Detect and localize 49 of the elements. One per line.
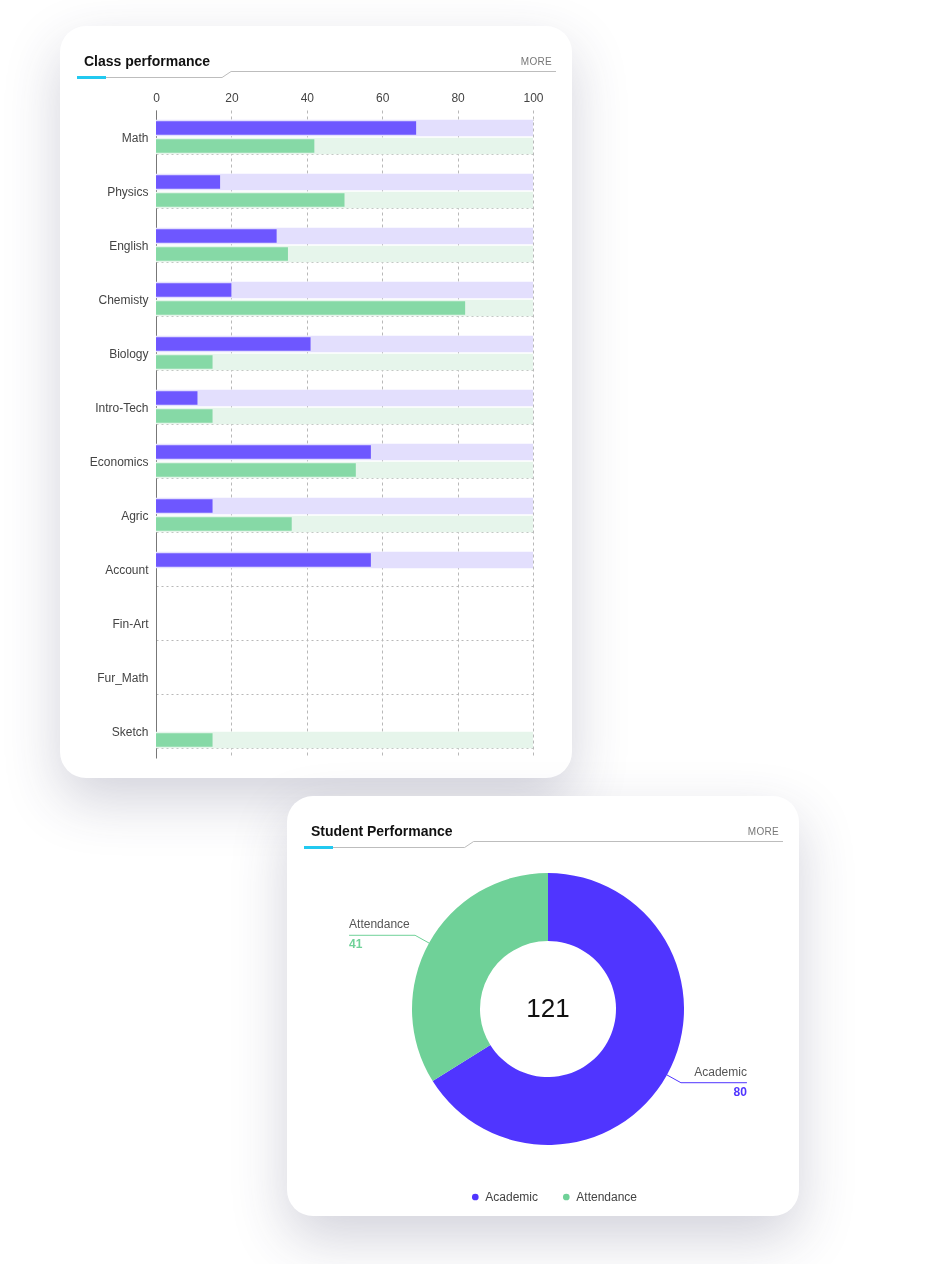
bar xyxy=(156,283,232,297)
x-tick-label: 0 xyxy=(153,90,161,105)
bar xyxy=(156,301,466,315)
data-label: 41 xyxy=(349,937,363,952)
y-tick-label: Intro-Tech xyxy=(95,400,149,415)
y-tick-label: Biology xyxy=(109,346,149,361)
bar xyxy=(156,139,315,153)
text: 121 xyxy=(526,993,570,1023)
text: MORE xyxy=(747,826,779,838)
y-tick-label: Chemisty xyxy=(98,292,149,307)
y-tick-label: Math xyxy=(121,130,149,145)
x-tick-label: 80 xyxy=(451,90,466,105)
x-tick-label: 100 xyxy=(523,90,544,105)
text: MORE xyxy=(520,56,552,68)
bar xyxy=(156,445,371,459)
bar xyxy=(156,389,533,407)
data-label: 80 xyxy=(733,1084,748,1099)
slice-label: Academic xyxy=(694,1064,747,1079)
bar xyxy=(156,355,213,369)
y-tick-label: Sketch xyxy=(111,724,149,739)
bar xyxy=(156,499,213,513)
legend-label: Academic xyxy=(485,1190,538,1204)
chart-title: Class performance xyxy=(84,53,211,70)
y-tick-label: Fin-Art xyxy=(112,616,150,631)
y-tick-label: Fur_Math xyxy=(97,670,149,685)
legend-label: Attendance xyxy=(576,1190,638,1204)
bar xyxy=(156,553,371,567)
bar xyxy=(156,337,311,351)
slice-label: Attendance xyxy=(349,917,411,932)
bar xyxy=(156,193,345,207)
bar xyxy=(156,121,417,135)
x-tick-label: 60 xyxy=(376,90,390,105)
y-tick-label: Physics xyxy=(107,184,149,199)
bar xyxy=(156,175,221,189)
y-tick-label: English xyxy=(109,238,149,253)
bar xyxy=(156,463,356,477)
bar xyxy=(156,247,288,261)
bar xyxy=(156,733,213,747)
x-tick-label: 20 xyxy=(225,90,239,105)
x-tick-label: 40 xyxy=(300,90,315,105)
bar xyxy=(156,229,277,243)
bar xyxy=(156,517,292,531)
y-tick-label: Agric xyxy=(121,508,149,523)
donut-slice xyxy=(432,873,684,1145)
y-tick-label: Economics xyxy=(89,454,149,469)
y-tick-label: Account xyxy=(105,562,150,577)
bar xyxy=(156,391,198,405)
bar xyxy=(156,409,213,423)
chart-title: Student Performance xyxy=(311,823,453,840)
